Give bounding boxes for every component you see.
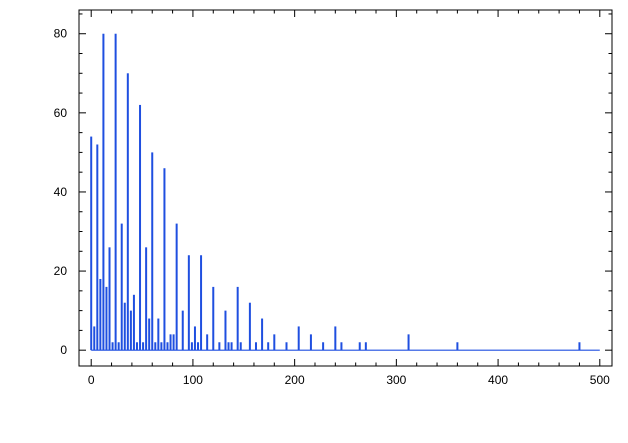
y-tick-label: 80 [54, 27, 68, 41]
bar [166, 342, 169, 351]
bar [114, 33, 117, 351]
bar [139, 104, 142, 351]
bar [218, 342, 221, 351]
y-tick-label: 60 [54, 106, 68, 120]
x-tick-label: 100 [183, 373, 203, 387]
y-tick-label: 0 [60, 343, 67, 357]
bar [236, 286, 239, 351]
bar [154, 342, 157, 351]
y-tick-label: 40 [54, 185, 68, 199]
bar [285, 342, 288, 351]
bar [123, 302, 126, 351]
x-tick-label: 500 [590, 373, 610, 387]
x-tick-label: 300 [386, 373, 406, 387]
bar [151, 152, 154, 351]
bar [190, 342, 193, 351]
bar [206, 334, 209, 351]
bar [181, 310, 184, 351]
bar [267, 342, 270, 351]
bar [148, 318, 151, 351]
bar [340, 342, 343, 351]
bar [239, 342, 242, 351]
bar [334, 326, 337, 351]
bar [96, 144, 99, 351]
bars-group [90, 33, 600, 351]
bar [111, 342, 114, 351]
y-tick-label: 20 [54, 264, 68, 278]
bar [230, 342, 233, 351]
bar [200, 255, 203, 351]
bar [163, 168, 166, 351]
bar [105, 286, 108, 351]
bar [135, 342, 138, 351]
x-tick-label: 0 [88, 373, 95, 387]
bar [160, 342, 163, 351]
bar [297, 326, 300, 351]
bar [172, 334, 175, 351]
bar [364, 342, 367, 351]
bar [132, 294, 135, 351]
bar [145, 247, 148, 351]
bar [227, 342, 230, 351]
bar [175, 223, 178, 351]
x-tick-label: 200 [285, 373, 305, 387]
plot-frame [78, 9, 613, 367]
bar [129, 310, 132, 351]
bar [224, 310, 227, 351]
bar [407, 334, 410, 351]
bar [456, 342, 459, 351]
bar [93, 326, 96, 351]
bar [126, 73, 129, 351]
bar [117, 342, 120, 351]
x-tick-label: 400 [488, 373, 508, 387]
bar [193, 326, 196, 351]
bar [120, 223, 123, 351]
bar [157, 318, 160, 351]
bar [358, 342, 361, 351]
bar [273, 334, 276, 351]
bar [322, 342, 325, 351]
bar [90, 136, 93, 351]
bar [197, 342, 200, 351]
bar [142, 342, 145, 351]
bar [254, 342, 257, 351]
bar [108, 247, 111, 351]
bar [578, 342, 581, 351]
bar [99, 278, 102, 351]
bar [187, 255, 190, 351]
bar [248, 302, 251, 351]
tick-labels-group: 0 100 200 300 400 500 0 20 40 60 80 [54, 27, 610, 387]
bar [261, 318, 264, 351]
bar [169, 334, 172, 351]
ticks-group [79, 10, 612, 366]
bar [212, 286, 215, 351]
bar [102, 33, 105, 351]
bar [309, 334, 312, 351]
